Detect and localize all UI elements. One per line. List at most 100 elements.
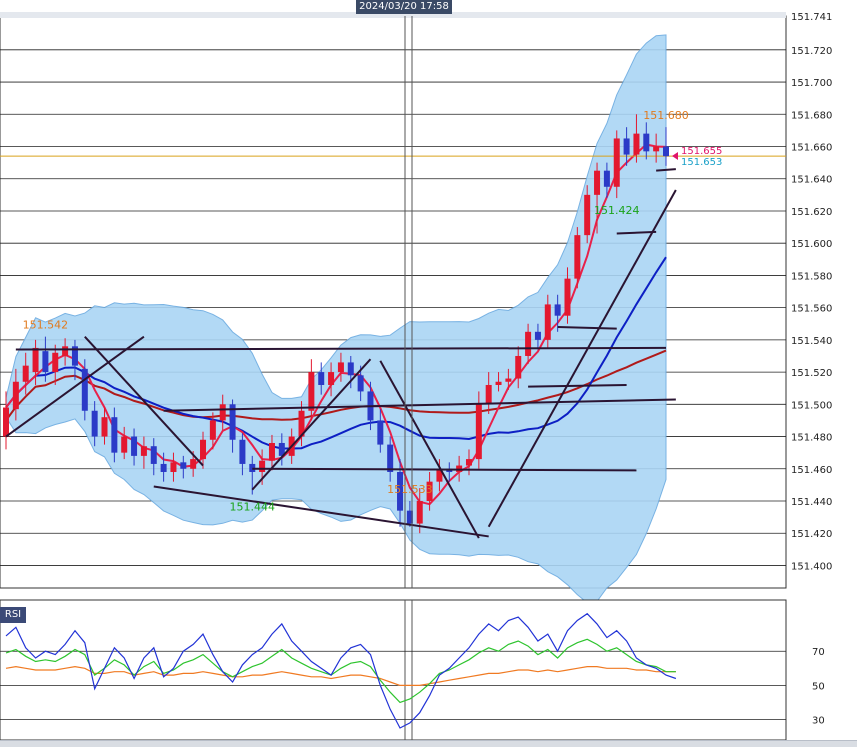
candle-body [160, 463, 167, 472]
trendline [153, 485, 489, 538]
trendline [379, 360, 480, 539]
candle-body [71, 346, 78, 366]
candle-body [397, 471, 404, 511]
candle-body [308, 372, 315, 411]
candle-body [377, 420, 384, 445]
candle-body [534, 331, 541, 340]
candle-body [603, 170, 610, 187]
candle-body [12, 381, 19, 410]
crosshair-timestamp: 2024/03/20 17:58 [356, 0, 452, 14]
candle-body [574, 235, 581, 279]
candle-body [229, 404, 236, 440]
candle-body [170, 462, 177, 472]
candle-body [150, 446, 157, 464]
candle-body [200, 439, 207, 460]
candle-body [81, 368, 88, 411]
rsi-plot-area [0, 599, 787, 741]
candle-body [259, 460, 266, 472]
price-axis-label: 151.640 [791, 175, 832, 186]
price-axis-label: 151.580 [791, 271, 832, 282]
candle-body [525, 331, 532, 356]
candle-body [337, 362, 344, 373]
price-axis-label: 151.500 [791, 400, 832, 411]
candle-body [475, 404, 482, 460]
price-annotation-high: 151.680 [643, 109, 689, 122]
candle-body [387, 444, 394, 472]
candle-body [357, 375, 364, 392]
price-axis-label: 151.420 [791, 529, 832, 540]
candle-body [140, 446, 147, 456]
price-annotation-high: 151.533 [387, 483, 433, 496]
rsi-line-slow [5, 665, 676, 686]
candle-body [239, 439, 246, 464]
candle-body [209, 420, 216, 440]
candle-body [62, 346, 69, 356]
rsi-indicator-label: RSI [0, 607, 26, 623]
candle-body [278, 442, 285, 456]
candle-body [544, 304, 551, 340]
price-axis-label: 151.700 [791, 78, 832, 89]
rsi-axis-label: 30 [812, 716, 825, 727]
candle-body [180, 462, 187, 469]
price-axis-label: 151.720 [791, 46, 832, 57]
price-axis-label: 151.480 [791, 433, 832, 444]
candle-body [318, 372, 325, 385]
candle-body [594, 170, 601, 195]
candle-body [298, 410, 305, 437]
top-scroll-strip [0, 12, 786, 18]
price-annotation-low: 151.424 [594, 204, 640, 217]
candle-body [584, 194, 591, 236]
trendline [84, 335, 204, 467]
candle-body [121, 436, 128, 453]
candle-body [328, 372, 335, 385]
main-price-panel: 151.542 151.444 151.533 151.424 151.680 151.7… [0, 12, 832, 604]
trendline [252, 467, 637, 472]
moving-average-mid [5, 256, 667, 450]
candle-body [465, 459, 472, 466]
price-annotation-low: 151.444 [230, 501, 276, 514]
price-axis-label: 151.520 [791, 368, 832, 379]
candle-body [485, 384, 492, 405]
candle-body [505, 378, 512, 382]
time-axis-scrollbar[interactable] [0, 740, 857, 747]
moving-average-slow [5, 349, 667, 421]
candle-body [633, 133, 640, 155]
candle-body [643, 133, 650, 152]
price-axis-label: 151.400 [791, 561, 832, 572]
trendline [656, 168, 676, 172]
candle-body [495, 381, 502, 385]
rsi-axis-label: 70 [812, 647, 825, 658]
price-axis-label: 151.560 [791, 304, 832, 315]
trendline [5, 335, 145, 438]
price-axis-label: 151.460 [791, 465, 832, 476]
trendline [616, 230, 657, 235]
candle-body [219, 404, 226, 421]
candle-body [623, 138, 630, 155]
candle-body [268, 442, 275, 461]
rsi-axis-label: 50 [812, 681, 825, 692]
trendline [528, 383, 627, 388]
price-axis-label: 151.540 [791, 336, 832, 347]
bid-marker [672, 152, 678, 160]
candle-body [3, 407, 9, 437]
candle-body [347, 362, 354, 376]
price-axis-label: 151.660 [791, 143, 832, 154]
rsi-panel: 70 50 30 [0, 599, 825, 741]
price-axis-label: 151.440 [791, 497, 832, 508]
candle-body [249, 463, 256, 472]
price-axis-label: 151.741 [791, 12, 832, 23]
candle-body [42, 351, 49, 373]
rsi-line-fast [5, 612, 677, 729]
candle-body [111, 417, 118, 453]
candle-body [52, 352, 59, 373]
candle-body [554, 304, 561, 316]
candle-body [406, 510, 413, 524]
candle-body [663, 146, 669, 157]
candle-body [32, 347, 39, 373]
candle-body [564, 278, 571, 316]
rsi-line-mid [5, 638, 676, 704]
candle-body [426, 481, 433, 501]
candle-body [613, 138, 620, 187]
candle-body [91, 410, 98, 437]
